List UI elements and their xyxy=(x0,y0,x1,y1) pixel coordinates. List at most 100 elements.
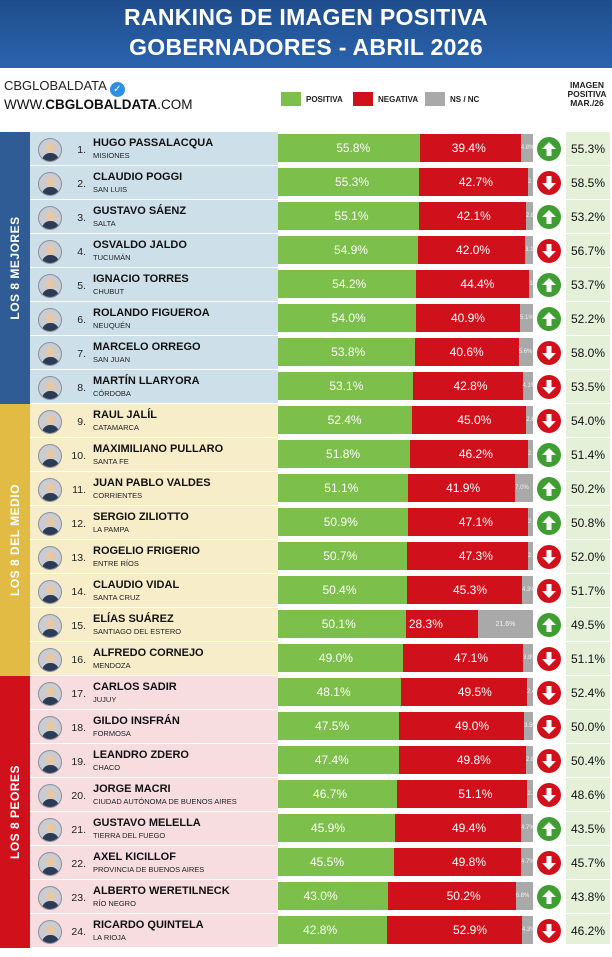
nsnc-value-label: 2.0% xyxy=(527,179,542,185)
table-row: 12. SERGIO ZILIOTTO LA PAMPA 50.9% 47.1% 2.0%… xyxy=(0,506,612,540)
table-row: 10. MAXIMILIANO PULLARO SANTA FE 51.8% 46.2%… xyxy=(0,438,612,472)
nsnc-value-label: 5.6% xyxy=(518,349,533,355)
nsnc-bar: 2.6% xyxy=(526,406,540,434)
avatar-icon xyxy=(38,580,62,604)
province-name: JUJUY xyxy=(93,695,117,704)
table-row: 16. ALFREDO CORNEJO MENDOZA 49.0% 47.1% 3.9% 5… xyxy=(0,642,612,676)
positive-bar: 49.0% xyxy=(278,644,403,672)
row-divider xyxy=(30,777,612,778)
negative-value-label: 49.8% xyxy=(456,753,491,767)
arrow-up-icon xyxy=(537,511,561,535)
positive-bar: 55.8% xyxy=(278,134,421,162)
rank-number: 15. xyxy=(71,620,86,632)
positive-bar: 45.5% xyxy=(278,848,395,876)
table-row: 19. LEANDRO ZDERO CHACO 47.4% 49.8% 2.8% 50.4% xyxy=(0,744,612,778)
province-name: FORMOSA xyxy=(93,729,131,738)
negative-bar: 28.3% xyxy=(405,610,478,638)
province-name: SAN LUIS xyxy=(93,185,128,194)
governor-name: GILDO INSFRÁN xyxy=(93,715,180,727)
province-name: CÓRDOBA xyxy=(93,389,131,398)
verified-badge-icon: ✓ xyxy=(109,82,125,97)
nsnc-value-label: 4.3% xyxy=(522,587,536,593)
positive-value-label: 51.1% xyxy=(324,481,359,495)
previous-value: 58.5% xyxy=(570,176,606,190)
brand-url-suffix: .COM xyxy=(157,97,193,112)
nsnc-bar: 2.2% xyxy=(527,780,541,808)
avatar-icon xyxy=(38,886,62,910)
nsnc-value-label: 21.6% xyxy=(495,621,516,628)
negative-bar: 40.9% xyxy=(415,304,520,332)
negative-bar: 45.3% xyxy=(406,576,523,604)
positive-bar: 43.0% xyxy=(278,882,388,910)
arrow-down-icon xyxy=(537,749,561,773)
nsnc-bar: 2.8% xyxy=(525,202,540,230)
previous-value: 46.2% xyxy=(570,924,606,938)
rank-number: 11. xyxy=(72,484,86,496)
governor-name: ROGELIO FRIGERIO xyxy=(93,545,200,557)
legend-negative: NEGATIVA xyxy=(353,91,418,107)
avatar-head xyxy=(46,823,55,833)
avatar-icon xyxy=(38,750,62,774)
avatar-head xyxy=(46,857,55,867)
avatar-icon xyxy=(38,410,62,434)
negative-value-label: 28.3% xyxy=(408,617,443,631)
avatar-icon xyxy=(38,274,62,298)
table-row: 11. JUAN PABLO VALDES CORRIENTES 51.1% 41.9%… xyxy=(0,472,612,506)
governor-name: LEANDRO ZDERO xyxy=(93,749,189,761)
row-divider xyxy=(30,573,612,574)
nsnc-value-label: 2.6% xyxy=(526,417,541,423)
previous-value: 43.5% xyxy=(570,822,606,836)
nsnc-bar: 3.1% xyxy=(525,236,539,264)
table-row: 18. GILDO INSFRÁN FORMOSA 47.5% 49.0% 3.5% 50.… xyxy=(0,710,612,744)
negative-bar: 42.8% xyxy=(413,372,523,400)
positive-bar: 50.9% xyxy=(278,508,408,536)
brand-url[interactable]: WWW.CBGLOBALDATA.COM xyxy=(4,97,192,112)
avatar-icon xyxy=(38,716,62,740)
row-divider xyxy=(30,335,612,336)
previous-value: 53.5% xyxy=(570,380,606,394)
avatar-icon xyxy=(38,920,62,944)
negative-bar: 49.0% xyxy=(399,712,525,740)
avatar-head xyxy=(46,279,55,289)
positive-bar: 51.1% xyxy=(278,474,409,502)
positive-value-label: 51.8% xyxy=(326,447,361,461)
table-row: 6. ROLANDO FIGUEROA NEUQUÉN 54.0% 40.9% 5.1% 5… xyxy=(0,302,612,336)
nsnc-bar: 2.0% xyxy=(527,542,542,570)
positive-bar: 46.7% xyxy=(278,780,398,808)
previous-value: 53.2% xyxy=(570,210,606,224)
positive-bar: 50.7% xyxy=(278,542,408,570)
avatar-icon xyxy=(38,818,62,842)
previous-value: 51.4% xyxy=(570,448,606,462)
governor-name: ELÍAS SUÁREZ xyxy=(93,613,174,625)
row-divider xyxy=(30,709,612,710)
avatar-head xyxy=(46,925,55,935)
arrow-down-icon xyxy=(537,681,561,705)
rank-number: 10. xyxy=(71,450,86,462)
province-name: CATAMARCA xyxy=(93,423,139,432)
arrow-up-icon xyxy=(537,443,561,467)
avatar-body xyxy=(42,425,59,433)
rank-number: 13. xyxy=(71,552,86,564)
rank-number: 14. xyxy=(71,586,86,598)
previous-value: 56.7% xyxy=(570,244,606,258)
governor-name: GUSTAVO SÁENZ xyxy=(93,205,187,217)
positive-value-label: 49.0% xyxy=(318,651,353,665)
negative-value-label: 44.4% xyxy=(460,277,495,291)
previous-value: 53.7% xyxy=(570,278,606,292)
nsnc-bar: 5.1% xyxy=(519,304,534,332)
avatar-head xyxy=(46,619,55,629)
avatar-body xyxy=(42,187,59,195)
avatar-body xyxy=(42,731,59,739)
table-row: 5. IGNACIO TORRES CHUBUT 54.2% 44.4% 1.4% 53.7… xyxy=(0,268,612,302)
governor-name: RAUL JALÍL xyxy=(93,409,157,421)
nsnc-bar: 7.0% xyxy=(515,474,533,502)
province-name: SANTA FE xyxy=(93,457,129,466)
province-name: CHACO xyxy=(93,763,121,772)
negative-value-label: 42.1% xyxy=(456,209,491,223)
previous-value: 58.0% xyxy=(570,346,606,360)
avatar-head xyxy=(46,415,55,425)
governor-name: CLAUDIO POGGI xyxy=(93,171,183,183)
avatar-icon xyxy=(38,376,62,400)
table-row: 8. MARTÍN LLARYORA CÓRDOBA 53.1% 42.8% 4.1% 53… xyxy=(0,370,612,404)
positive-bar: 48.1% xyxy=(278,678,401,706)
